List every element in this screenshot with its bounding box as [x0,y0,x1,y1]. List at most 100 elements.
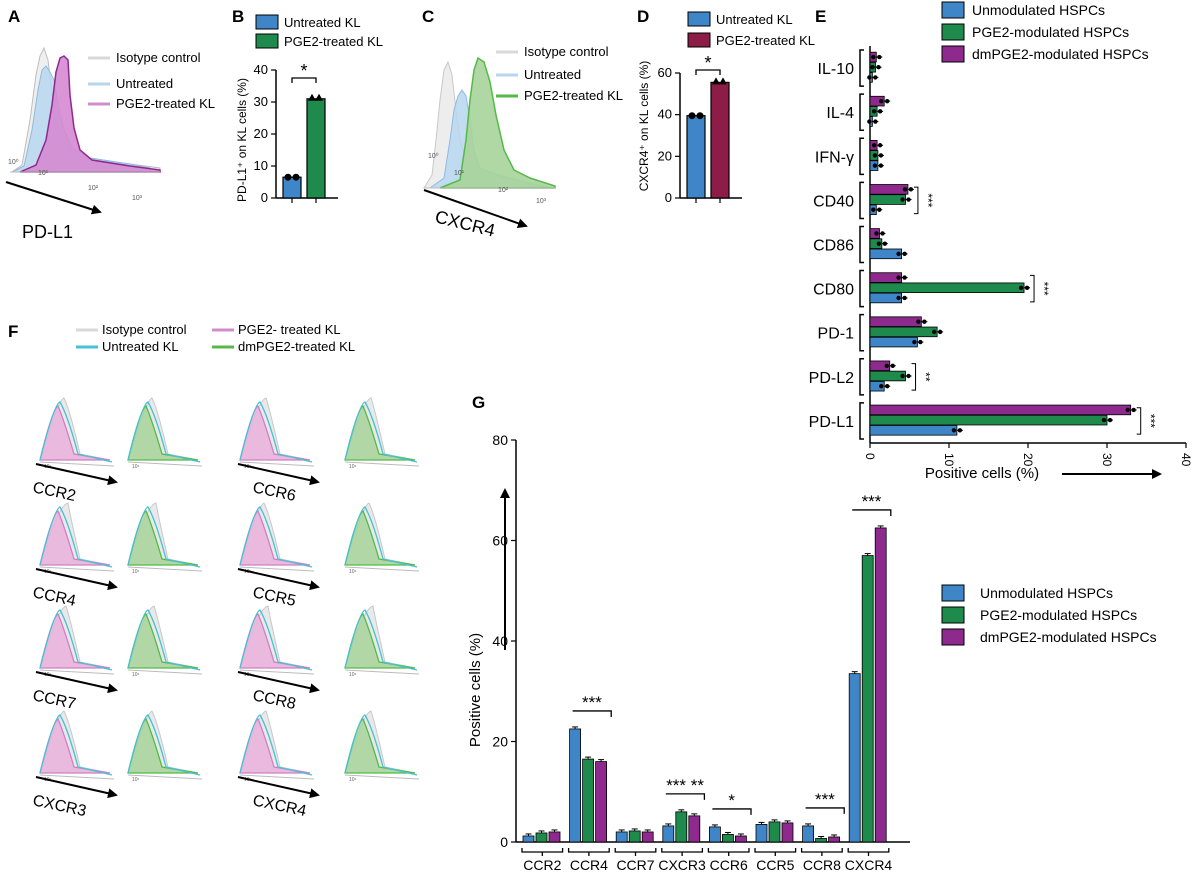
panel-d-bar [686,115,706,199]
panel-g-category-bracket [661,848,704,853]
panel-g-bar [535,832,548,843]
panel-f-tick: 10¹ [132,569,140,575]
panel-f-untreated-curve [239,401,313,463]
panel-e-point [922,319,927,324]
panel-f-receptor-label: CCR2 [31,479,77,505]
panel-g-legend-swatch-dmpge2 [941,628,965,646]
panel-g-bar [662,825,675,843]
panel-f-baseline [344,566,420,572]
panel-e-legend-swatch-dmpge2 [941,45,965,63]
panel-g-y-tick-label: 20 [492,734,508,750]
panel-e-category-bracket [859,269,864,308]
panel-f-tick: 10¹ [132,777,140,783]
panel-e-category-label: CD80 [813,282,854,299]
panel-f-axis-arrow [237,463,320,486]
panel-b-y-tick-label: 0 [261,190,268,205]
panel-f-tick: 10¹ [132,672,140,678]
panel-f-untreated-curve [127,609,201,671]
panel-f-baseline [344,774,420,780]
panel-label-e: E [815,7,826,26]
panel-e-significance-bracket [913,186,919,215]
panel-f-receptor-label: CCR4 [31,584,77,610]
panel-e-category-label: PD-1 [818,326,855,343]
panel-b-y-tick-label: 40 [254,62,268,77]
panel-e-point [916,319,921,324]
panel-g-category-bracket [800,848,843,853]
panel-e-chart: Unmodulated HSPCs PGE2-modulated HSPCs d… [809,1,1193,482]
panel-g-category-bracket [567,848,610,853]
panel-e-point [877,143,883,148]
panel-g-bar [815,838,827,843]
panel-g-y-label: Positive cells (%) [467,633,484,747]
panel-f-axis-arrow [35,568,118,591]
panel-f-baseline [239,669,315,675]
panel-g-significance-label: * [728,791,735,810]
panel-d-y-tick-label: 60 [658,65,672,80]
panel-e-legend-swatch-pge2 [941,23,965,41]
panel-f-baseline [239,461,315,467]
panel-g-significance-bracket [572,710,612,717]
panel-e-category-label: IL-10 [818,61,855,78]
panel-g-significance-bracket [665,793,706,800]
panel-a-tick-0: 10⁰ [8,158,19,166]
panel-c-pge2-curve [439,56,556,189]
panel-e-point [871,207,876,212]
panel-e-point [885,98,890,104]
panel-f-axis-arrow [237,671,320,694]
panel-f-receptor-label: CCR6 [251,479,297,505]
panel-f-receptor-label: CCR7 [31,687,77,713]
panel-a-legend-untreated: Untreated [116,76,173,91]
panel-f-untreated-curve [344,506,418,568]
panel-e-point [873,75,878,80]
panel-label-f: F [8,322,18,341]
panel-e-bar [869,282,1025,294]
panel-g-legend-dmpge2: dmPGE2-modulated HSPCs [980,629,1157,645]
panel-e-bar [869,414,1108,426]
panel-e-point [937,329,943,335]
panel-g-bar [569,728,581,843]
panel-f-baseline [127,461,203,467]
panel-b-y-tick-label: 10 [254,158,268,173]
panel-e-point [872,153,878,158]
panel-e-point [900,197,905,202]
panel-e-significance-label: *** [921,193,935,207]
panel-e-point [877,207,882,212]
panel-f-axis-arrow [237,568,320,591]
panel-f-baseline [127,774,203,780]
panel-e-bar [869,425,958,436]
panel-e-point [902,251,907,257]
panel-g-bar [688,815,701,843]
panel-e-point [896,295,901,301]
panel-e-point [882,241,888,246]
panel-d-legend-pge2: PGE2-treated KL [716,33,815,48]
panel-e-point [867,75,872,80]
panel-f-receptor-label: CCR5 [251,584,297,610]
panel-e-bar [869,194,906,205]
panel-e-category-bracket [859,358,864,396]
panel-a-tick-3: 10³ [132,195,143,202]
panel-a-axis-arrow [5,181,102,215]
panel-d-point [719,77,727,85]
panel-e-category-label: PD-L1 [809,414,854,431]
panel-d-y-tick-label: 20 [658,148,672,163]
panel-g-y-tick-label: 80 [492,432,508,448]
panel-b-legend-swatch-pge2 [255,33,279,49]
panel-e-point [902,295,907,301]
panel-e-point [951,428,957,433]
panel-e-bar [869,370,906,382]
panel-e-point [877,54,882,60]
panel-e-point [872,163,878,168]
panel-d-y-tick-label: 40 [658,107,672,122]
panel-g-bar [802,825,814,843]
panel-g-bar [582,758,594,843]
panel-e-point [876,241,882,246]
panel-a-tick-1: 10¹ [38,170,49,177]
panel-e-x-tick-label: 30 [1100,453,1114,467]
panel-e-point [1125,407,1130,413]
panel-g-category-label: CCR4 [570,857,608,873]
panel-b-y-tick-label: 20 [254,126,268,141]
panel-label-c: C [422,7,434,26]
panel-e-point [1131,407,1136,413]
panel-f-tick: 10¹ [349,464,357,470]
panel-g-category-bracket [707,848,750,853]
